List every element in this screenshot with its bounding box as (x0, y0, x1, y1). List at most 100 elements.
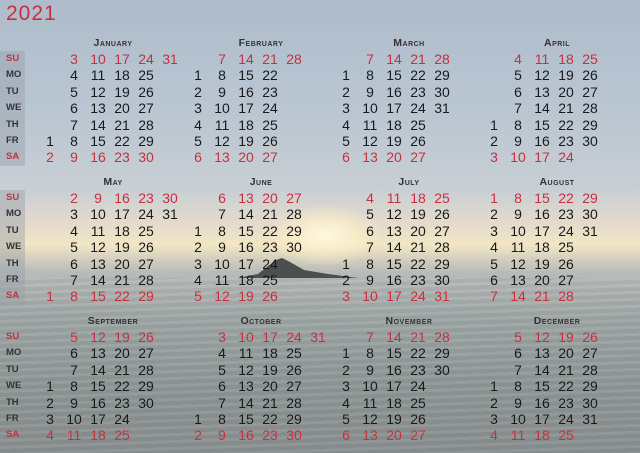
day-cell: 23 (558, 394, 574, 411)
day-cell: 28 (286, 394, 302, 411)
day-cell: 20 (386, 149, 402, 166)
day-cell: 26 (138, 239, 154, 256)
day-cell: 31 (434, 100, 450, 117)
day-cell: 10 (510, 411, 526, 427)
day-cell: 8 (70, 378, 78, 395)
day-cell: 28 (434, 329, 450, 345)
day-cell: 27 (410, 427, 426, 444)
day-cell: 15 (386, 255, 402, 272)
day-cell: 19 (114, 239, 130, 256)
day-cell: 20 (114, 100, 130, 117)
day-cell: 26 (262, 288, 278, 305)
weekday-label: WE (6, 102, 22, 114)
day-cell: 13 (214, 149, 230, 166)
day-cell: 18 (534, 427, 550, 444)
day-cell: 8 (514, 378, 522, 395)
day-cell: 11 (238, 345, 254, 362)
day-cell: 24 (138, 206, 154, 223)
day-cell: 21 (410, 51, 426, 67)
day-cell: 21 (410, 239, 426, 256)
day-cell: 22 (558, 378, 574, 395)
day-cell: 3 (70, 206, 78, 223)
month-title: June (249, 176, 273, 188)
day-cell: 18 (386, 394, 402, 411)
day-cell: 21 (262, 394, 278, 411)
day-cell: 4 (194, 116, 202, 133)
day-cell: 2 (194, 239, 202, 256)
day-cell: 18 (238, 272, 254, 288)
day-cell: 25 (138, 222, 154, 239)
month-title: March (393, 37, 425, 49)
day-cell: 6 (218, 378, 226, 395)
day-cell: 31 (582, 222, 598, 239)
day-cell: 20 (410, 222, 426, 239)
day-cell: 27 (582, 345, 598, 362)
day-cell: 12 (90, 83, 106, 100)
day-cell: 24 (262, 255, 278, 272)
day-cell: 8 (366, 255, 374, 272)
day-cell: 13 (238, 190, 254, 206)
day-cell: 3 (342, 100, 350, 117)
day-cell: 17 (90, 411, 106, 427)
day-cell: 18 (410, 190, 426, 206)
weekday-label: TH (6, 118, 19, 130)
day-cell: 4 (490, 427, 498, 444)
day-cell: 17 (238, 255, 254, 272)
day-cell: 22 (114, 133, 130, 149)
day-cell: 25 (262, 116, 278, 133)
day-cell: 22 (262, 222, 278, 239)
day-cell: 10 (510, 222, 526, 239)
day-cell: 29 (286, 411, 302, 427)
day-cell: 6 (514, 83, 522, 100)
day-cell: 9 (366, 83, 374, 100)
day-cell: 15 (534, 190, 550, 206)
day-cell: 19 (410, 206, 426, 223)
day-cell: 28 (558, 288, 574, 305)
day-cell: 28 (434, 239, 450, 256)
day-cell: 16 (90, 149, 106, 166)
day-cell: 24 (138, 51, 154, 67)
month-title: December (533, 315, 581, 327)
weekday-label: FR (6, 273, 19, 285)
day-cell: 14 (238, 394, 254, 411)
day-cell: 8 (70, 133, 78, 149)
sunset-glow (270, 205, 380, 265)
day-cell: 14 (386, 239, 402, 256)
day-cell: 10 (362, 378, 378, 395)
day-cell: 18 (534, 239, 550, 256)
day-cell: 17 (262, 329, 278, 345)
day-cell: 19 (114, 329, 130, 345)
day-cell: 14 (386, 51, 402, 67)
month-title: February (238, 37, 284, 49)
day-cell: 12 (90, 239, 106, 256)
day-cell: 16 (238, 427, 254, 444)
island-silhouette (238, 258, 358, 278)
day-cell: 18 (238, 116, 254, 133)
day-cell: 6 (194, 149, 202, 166)
day-cell: 18 (114, 222, 130, 239)
day-cell: 18 (386, 116, 402, 133)
day-cell: 9 (218, 239, 226, 256)
day-cell: 3 (46, 411, 54, 427)
day-cell: 23 (558, 133, 574, 149)
day-cell: 20 (262, 190, 278, 206)
year-title: 2021 (6, 2, 57, 25)
day-cell: 13 (362, 149, 378, 166)
day-cell: 29 (138, 378, 154, 395)
day-cell: 24 (558, 222, 574, 239)
day-cell: 5 (194, 133, 202, 149)
day-cell: 17 (386, 100, 402, 117)
day-cell: 16 (386, 361, 402, 378)
day-cell: 11 (510, 427, 526, 444)
day-cell: 26 (410, 133, 426, 149)
day-cell: 30 (582, 394, 598, 411)
day-cell: 25 (410, 116, 426, 133)
day-cell: 8 (70, 288, 78, 305)
day-cell: 15 (90, 133, 106, 149)
day-cell: 25 (558, 239, 574, 256)
day-cell: 8 (218, 67, 226, 84)
weekday-label: MO (6, 208, 22, 220)
day-cell: 3 (490, 149, 498, 166)
day-cell: 9 (218, 83, 226, 100)
day-cell: 10 (510, 149, 526, 166)
